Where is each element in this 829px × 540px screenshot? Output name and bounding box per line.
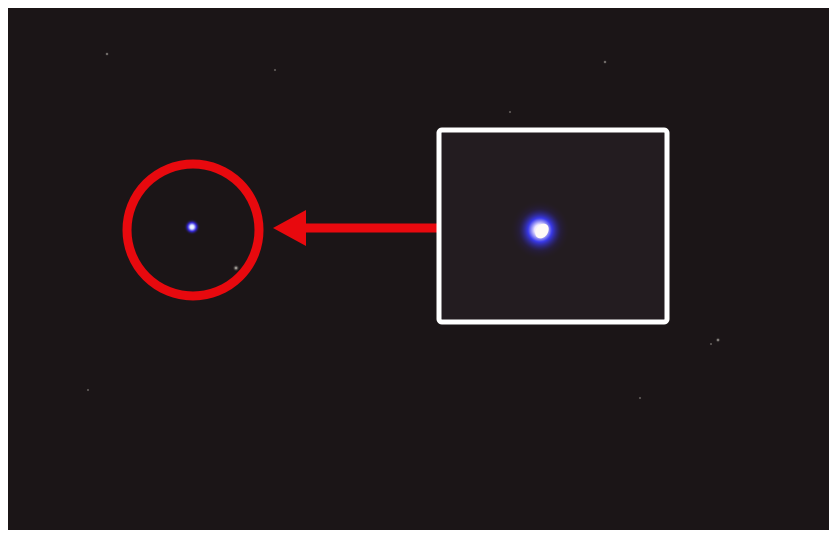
photo: [0, 0, 829, 540]
faint-star: [603, 60, 607, 64]
faint-star: [710, 343, 713, 346]
faint-star: [233, 265, 240, 272]
faint-star: [274, 69, 277, 72]
target-star: [184, 219, 200, 235]
faint-star: [716, 338, 721, 343]
faint-star: [87, 389, 90, 392]
faint-star: [639, 397, 642, 400]
faint-star: [105, 52, 109, 56]
night-sky: [8, 8, 829, 530]
faint-star: [509, 111, 512, 114]
page: [0, 0, 829, 540]
